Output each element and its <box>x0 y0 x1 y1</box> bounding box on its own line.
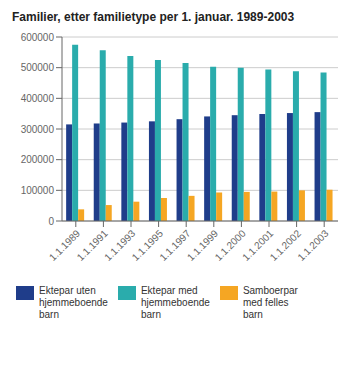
svg-text:200000: 200000 <box>21 154 55 165</box>
html-text:barn: barn <box>242 309 263 320</box>
html-text:barn: barn <box>39 309 59 320</box>
html-text:Samboerpar: Samboerpar <box>242 285 298 296</box>
html-text:Ektepar uten: Ektepar uten <box>39 285 96 296</box>
svg-text:1.1.2003: 1.1.2003 <box>295 227 331 263</box>
svg-text:1.1.2001: 1.1.2001 <box>240 227 276 263</box>
html-text:med felles: med felles <box>242 297 289 308</box>
svg-text:0: 0 <box>48 216 54 227</box>
svg-text:600000: 600000 <box>21 32 55 43</box>
svg-text:1.1.2000: 1.1.2000 <box>212 227 248 263</box>
svg-text:1.1.1993: 1.1.1993 <box>102 227 138 263</box>
svg-text:500000: 500000 <box>21 62 55 73</box>
html-text:Ektepar med: Ektepar med <box>140 285 198 296</box>
svg-text:300000: 300000 <box>21 124 55 135</box>
html-text:hjemmeboende: hjemmeboende <box>39 297 108 308</box>
svg-text:100000: 100000 <box>21 185 55 196</box>
svg-text:1.1.2002: 1.1.2002 <box>267 227 303 263</box>
svg-text:1.1.1995: 1.1.1995 <box>129 227 165 263</box>
svg-text:1.1.1999: 1.1.1999 <box>184 227 221 263</box>
html-text:Familier, etter familietype pe: Familier, etter familietype per 1. janua… <box>12 10 295 24</box>
svg-text:1.1.1989: 1.1.1989 <box>46 227 83 263</box>
svg-text:400000: 400000 <box>21 93 55 104</box>
svg-text:1.1.1997: 1.1.1997 <box>157 227 193 263</box>
html-text:barn: barn <box>140 309 161 320</box>
html-text:hjemmeboende: hjemmeboende <box>140 297 210 308</box>
svg-text:1.1.1991: 1.1.1991 <box>74 227 110 263</box>
